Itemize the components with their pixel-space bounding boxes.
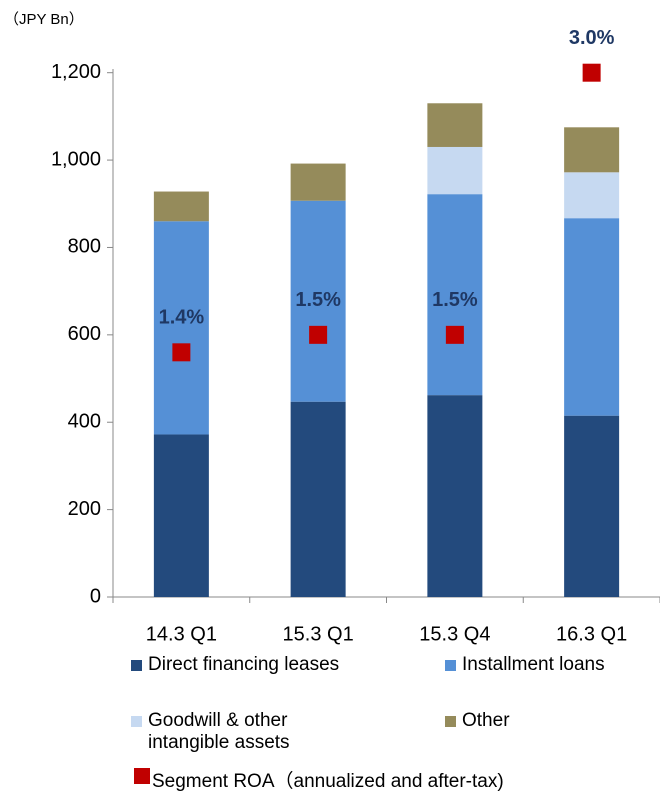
bar-segment [427,194,483,396]
legend-swatch [131,716,142,727]
roa-marker [309,325,328,344]
bar-segment [427,103,483,147]
roa-marker [582,63,601,82]
legend-item: Other [445,710,510,732]
bar-segment [290,163,346,201]
roa-marker [172,343,191,362]
legend-label: Goodwill & other intangible assets [148,710,290,753]
bar-segment [564,218,620,416]
bar-segment [427,146,483,195]
legend-swatch [131,660,142,671]
x-tick-label: 15.3 Q1 [283,623,354,645]
x-tick-label: 16.3 Q1 [556,623,627,645]
y-tick-label: 0 [90,585,101,607]
bar-segment [564,415,620,597]
y-tick-label: 1,000 [51,148,101,170]
x-tick-label: 15.3 Q4 [419,623,490,645]
legend-item: Segment ROA（annualized and after-tax) [134,766,504,793]
roa-marker [445,325,464,344]
x-tick-label: 14.3 Q1 [146,623,217,645]
bar-segment [153,434,209,597]
y-tick-label: 200 [68,498,101,520]
roa-label: 1.4% [159,307,205,329]
bar-segment [153,191,209,222]
legend-swatch [445,716,456,727]
bar-segment [290,200,346,402]
legend-label: Segment ROA（annualized and after-tax) [152,771,504,792]
legend-label: Installment loans [462,654,605,675]
y-tick-label: 800 [68,236,101,258]
roa-label: 1.5% [432,289,478,311]
y-tick-label: 400 [68,411,101,433]
legend-item: Direct financing leases [131,654,339,676]
y-tick-label: 600 [68,323,101,345]
legend-item: Installment loans [445,654,605,676]
bar-segment [564,127,620,173]
unit-label: （JPY Bn） [4,11,84,28]
legend-swatch [445,660,456,671]
bar-segment [427,395,483,597]
y-tick-label: 1,200 [51,61,101,83]
legend-item: Goodwill & other intangible assets [131,710,361,754]
legend-swatch [134,768,150,784]
legend-label: Other [462,710,510,731]
roa-label: 3.0% [569,27,615,49]
chart: （JPY Bn） 0 200 400 600 800 1,000 1,200 14.3 Q1 1… [4,11,660,645]
bar-segment [290,401,346,597]
bar-segment [564,172,620,219]
legend-label: Direct financing leases [148,654,340,675]
roa-label: 1.5% [295,289,341,311]
bar-segment [153,221,209,435]
